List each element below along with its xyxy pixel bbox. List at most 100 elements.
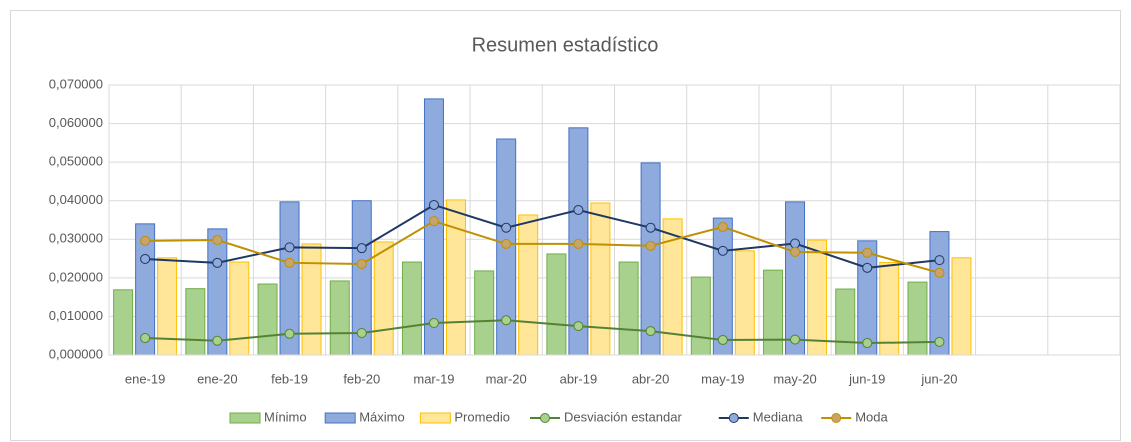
y-tick-label: 0,060000 [49, 115, 103, 130]
y-tick-label: 0,030000 [49, 231, 103, 246]
x-tick-label: ene-20 [197, 371, 237, 386]
marker [717, 245, 728, 256]
bar [785, 201, 806, 356]
line [145, 220, 940, 274]
bar [857, 240, 878, 356]
x-tick-label: may-19 [701, 371, 744, 386]
marker [428, 199, 439, 210]
x-tick-label: feb-20 [343, 371, 380, 386]
x-tick-label: feb-19 [271, 371, 308, 386]
marker [934, 267, 945, 278]
marker [428, 317, 439, 328]
marker [934, 255, 945, 266]
marker [501, 238, 512, 249]
bar [951, 257, 972, 356]
bar [907, 281, 928, 356]
marker [284, 328, 295, 339]
marker [573, 238, 584, 249]
legend-marker [540, 413, 550, 423]
marker [573, 204, 584, 215]
marker [790, 334, 801, 345]
bar [329, 280, 350, 356]
bar [590, 202, 611, 356]
bar [763, 269, 784, 356]
legend-label: Mínimo [264, 409, 307, 424]
marker [212, 335, 223, 346]
y-tick-label: 0,070000 [49, 76, 103, 91]
chart-border [10, 10, 1121, 441]
legend-swatch [229, 412, 261, 424]
bar [690, 276, 711, 356]
x-tick-label: mar-19 [413, 371, 454, 386]
marker [717, 221, 728, 232]
bar [301, 243, 322, 356]
marker [573, 321, 584, 332]
bar [113, 289, 134, 356]
x-tick-label: ene-19 [125, 371, 165, 386]
marker [356, 243, 367, 254]
legend-label: Máximo [359, 409, 405, 424]
bar [257, 283, 278, 356]
y-tick-label: 0,010000 [49, 308, 103, 323]
marker [356, 328, 367, 339]
x-tick-label: abr-19 [560, 371, 598, 386]
marker [212, 257, 223, 268]
bar [712, 217, 733, 356]
legend-label: Desviación estandar [564, 409, 682, 424]
marker [140, 333, 151, 344]
marker [428, 216, 439, 227]
marker [284, 242, 295, 253]
bar [185, 288, 206, 356]
line [145, 319, 940, 345]
bar [518, 214, 539, 356]
bar [157, 257, 178, 356]
legend-marker [728, 413, 739, 423]
x-tick-label: mar-20 [486, 371, 527, 386]
x-tick-label: jun-20 [920, 371, 957, 386]
bar [423, 98, 444, 356]
marker [862, 247, 873, 258]
marker [934, 336, 945, 347]
bar [445, 199, 466, 356]
marker [284, 257, 295, 268]
y-tick-label: 0,040000 [49, 192, 103, 207]
marker [212, 235, 223, 246]
legend-swatch [419, 412, 451, 424]
bar [929, 231, 950, 356]
x-tick-label: abr-20 [632, 371, 670, 386]
marker [356, 258, 367, 269]
line [145, 203, 940, 269]
legend-label: Mediana [753, 409, 804, 424]
y-tick-label: 0,020000 [49, 269, 103, 284]
marker [717, 334, 728, 345]
legend-swatch [324, 412, 356, 424]
marker [501, 222, 512, 233]
marker [862, 262, 873, 273]
chart-title: Resumen estadístico [472, 34, 659, 56]
marker [645, 222, 656, 233]
bar [618, 261, 639, 356]
marker [140, 253, 151, 264]
bar [879, 261, 900, 356]
marker [790, 247, 801, 258]
legend-marker [831, 413, 842, 423]
marker [790, 238, 801, 249]
marker [140, 235, 151, 246]
bar [807, 239, 828, 356]
bar [474, 270, 495, 356]
bar [401, 261, 422, 356]
x-tick-label: may-20 [773, 371, 816, 386]
marker [862, 338, 873, 349]
bar [229, 261, 250, 356]
legend-label: Promedio [454, 409, 510, 424]
bar [373, 241, 394, 356]
bar [546, 253, 567, 356]
marker [501, 315, 512, 326]
legend-label: Moda [855, 409, 888, 424]
x-tick-label: jun-19 [848, 371, 885, 386]
marker [645, 240, 656, 251]
bar [835, 288, 856, 356]
marker [645, 326, 656, 337]
y-tick-label: 0,050000 [49, 154, 103, 169]
